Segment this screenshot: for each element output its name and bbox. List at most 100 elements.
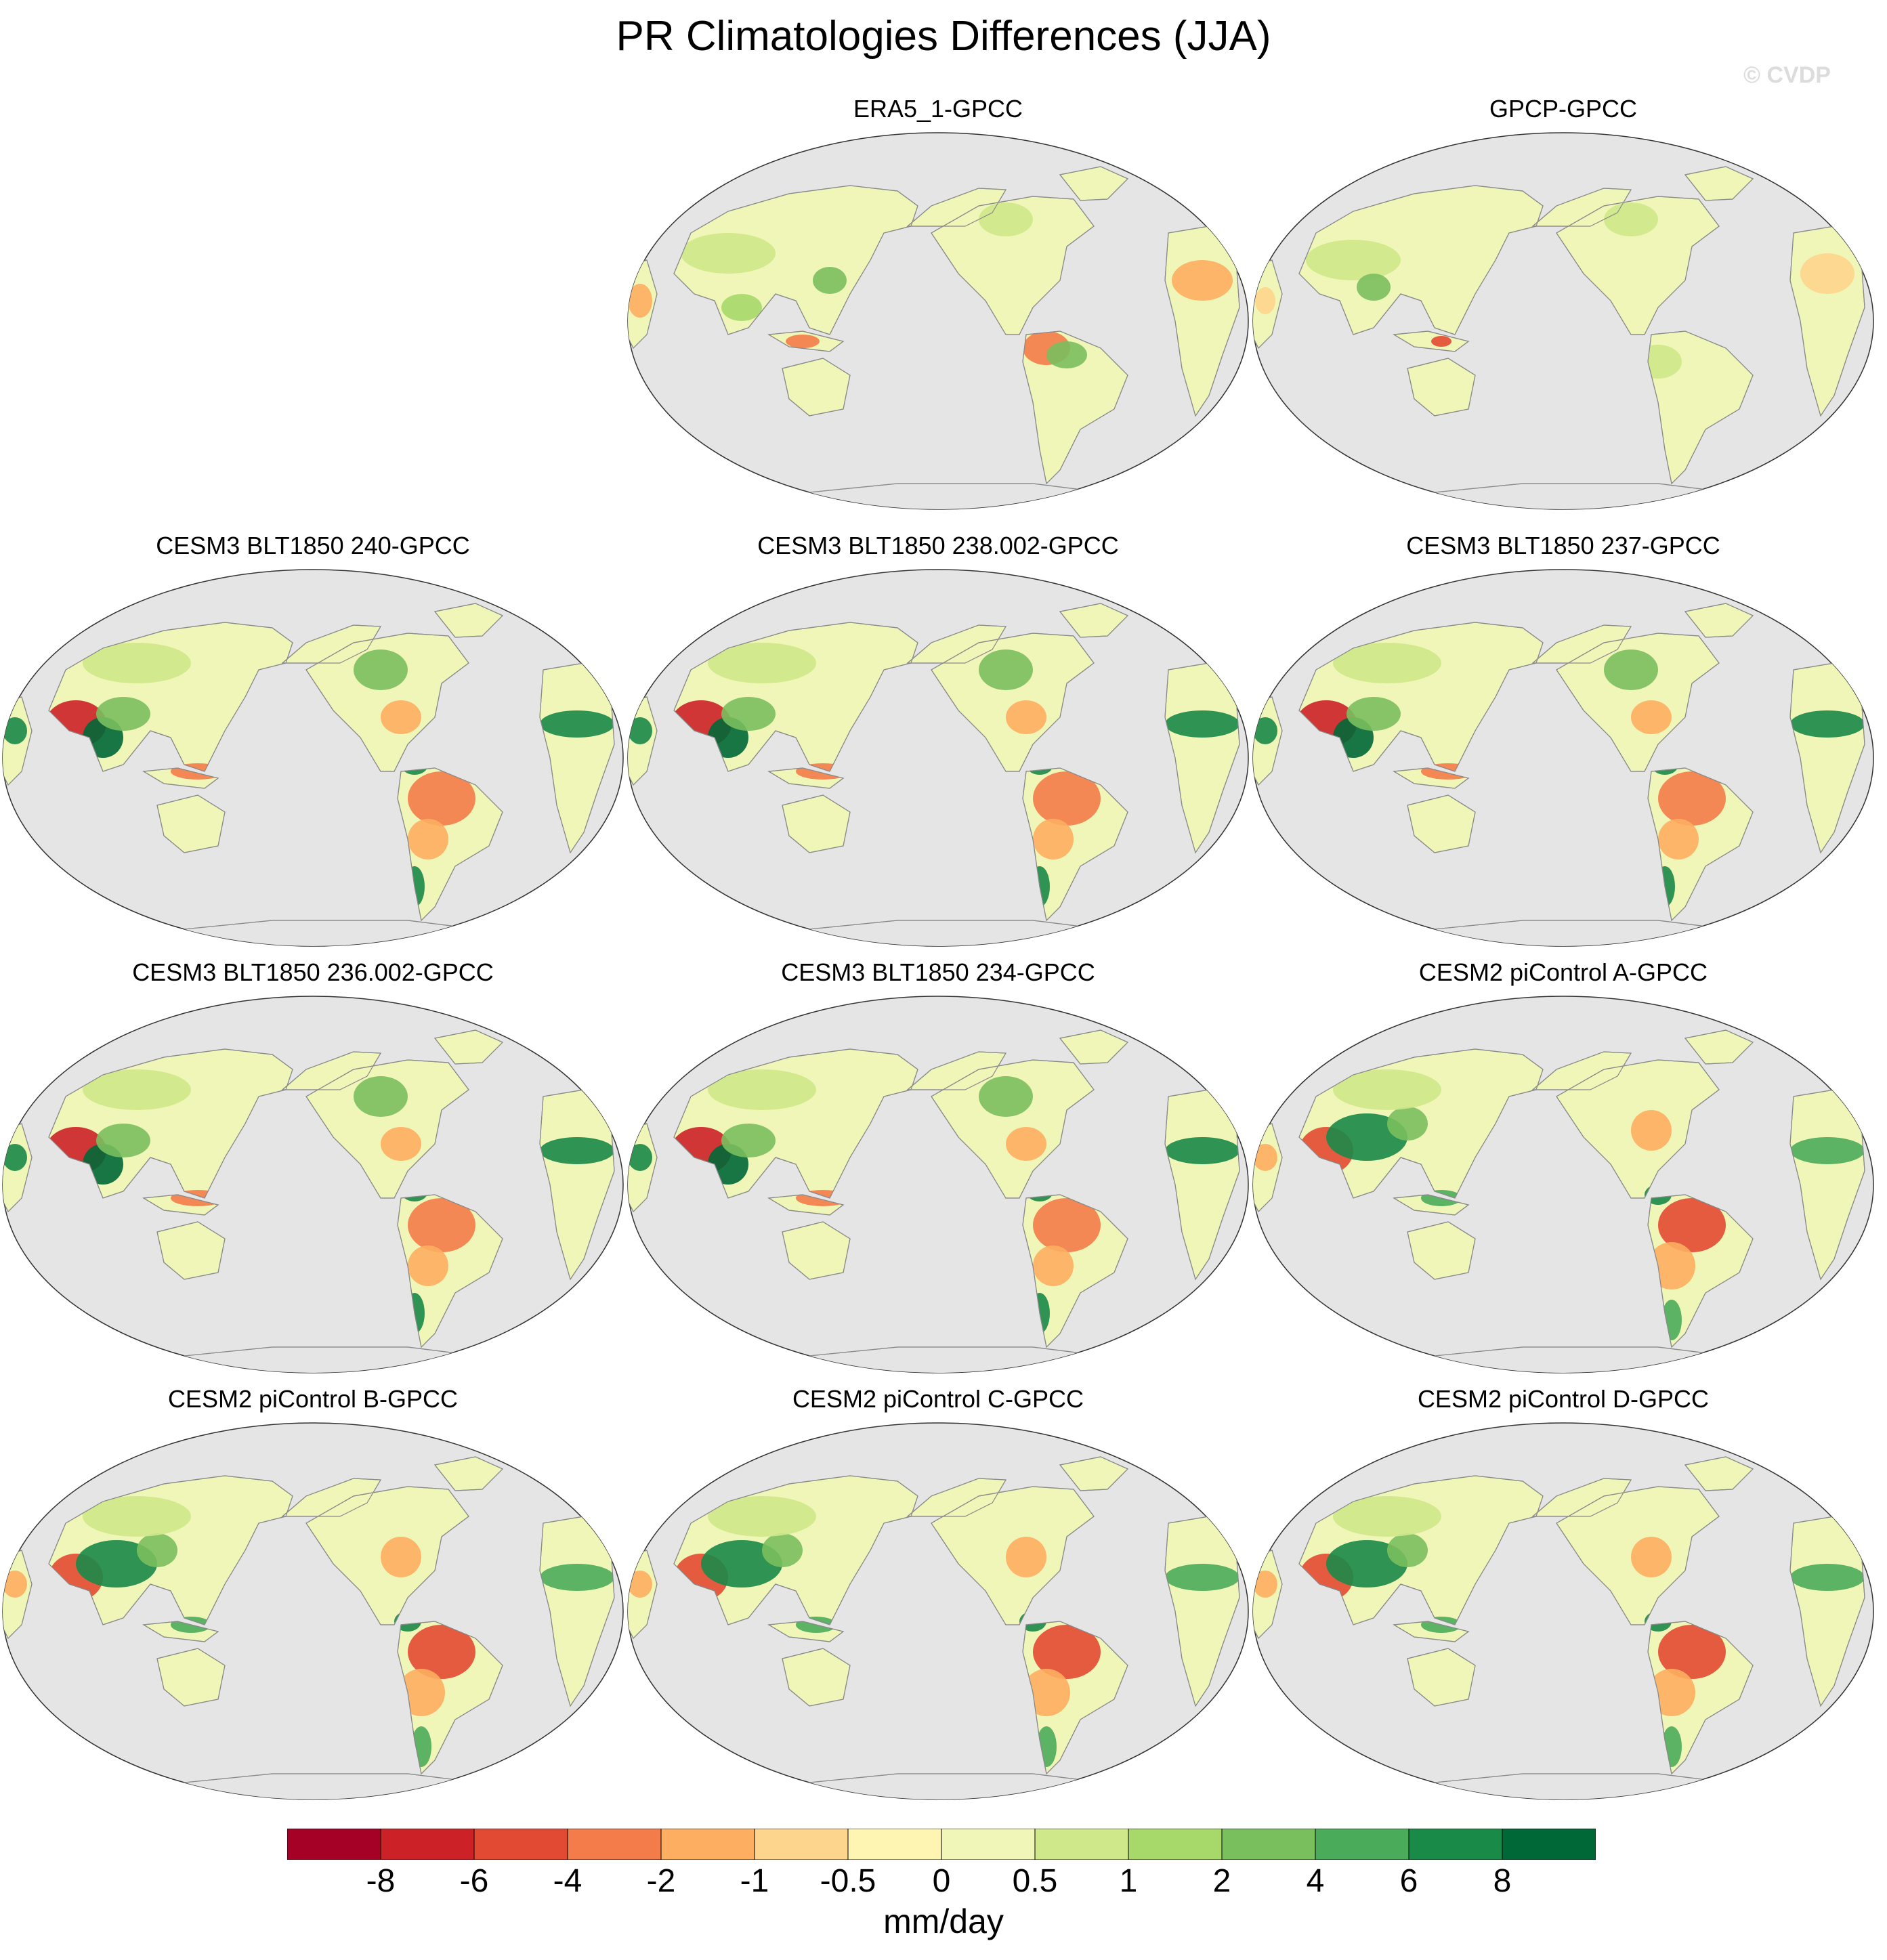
precip-anomaly-patch (1658, 1625, 1726, 1679)
precip-anomaly-patch (1306, 240, 1401, 280)
precip-anomaly-patch (1253, 1144, 1277, 1171)
coastline (397, 767, 503, 922)
coastline (1059, 166, 1129, 201)
precip-anomaly-patch (540, 1137, 614, 1164)
precip-anomaly-patch (1165, 710, 1239, 738)
colorbar-tick-label: -2 (646, 1863, 676, 1899)
figure-title: PR Climatologies Differences (JJA) (616, 13, 1271, 60)
panel-title: CESM3 BLT1850 236.002-GPCC (132, 958, 494, 986)
coastline (433, 1029, 504, 1065)
coastline (906, 1478, 1007, 1517)
precip-anomaly-patch (83, 1069, 191, 1110)
precip-anomaly-patch (628, 1571, 652, 1598)
map-panel: CESM2 piControl C-GPCC (627, 1385, 1250, 1800)
coastline (931, 1486, 1095, 1625)
precip-anomaly-patch (628, 1144, 652, 1171)
ocean-background (1252, 132, 1874, 510)
colorbar-swatch (1408, 1829, 1503, 1860)
coastline (1684, 1456, 1754, 1491)
coastline (1556, 1059, 1720, 1199)
colorbar-swatch (847, 1829, 942, 1860)
map-panel: CESM3 BLT1850 237-GPCC (1252, 532, 1875, 947)
coastline (673, 1475, 918, 1625)
map-panel: CESM2 piControl A-GPCC (1252, 958, 1875, 1373)
world-map (1252, 1422, 1874, 1800)
coastline (1556, 1486, 1720, 1625)
coastline (156, 1648, 226, 1707)
colorbar-swatch (287, 1829, 381, 1860)
coastline (281, 1478, 382, 1517)
precip-anomaly-patch (1387, 1533, 1428, 1567)
coastline (1647, 1194, 1754, 1348)
precip-anomaly-patch (1333, 1069, 1441, 1110)
map-panel: CESM3 BLT1850 236.002-GPCC (1, 958, 624, 1373)
world-map (2, 569, 624, 947)
colorbar-swatch (473, 1829, 568, 1860)
precip-anomaly-patch (354, 1076, 408, 1117)
precip-anomaly-patch (1006, 700, 1046, 734)
panel-title: CESM3 BLT1850 240-GPCC (156, 532, 470, 559)
coastline (1022, 331, 1128, 485)
precip-anomaly-patch (1033, 819, 1074, 859)
precip-anomaly-patch (1006, 1537, 1046, 1577)
precip-anomaly-patch (681, 233, 776, 274)
colorbar-swatch (1502, 1829, 1596, 1860)
world-map (627, 132, 1249, 510)
ocean-background (1252, 569, 1874, 947)
precip-anomaly-patch (354, 649, 408, 690)
precip-anomaly-patch (786, 335, 820, 348)
precip-anomaly-patch (3, 717, 27, 744)
coastline (1298, 622, 1544, 772)
precip-anomaly-patch (1658, 819, 1699, 859)
precip-anomaly-patch (1658, 771, 1726, 826)
ocean-background (627, 132, 1249, 510)
precip-anomaly-patch (1006, 1127, 1046, 1161)
precip-anomaly-patch (776, 216, 857, 250)
colorbar-tick-label: -0.5 (820, 1863, 876, 1899)
colorbar (287, 1829, 1596, 1860)
colorbar-tick-label: 4 (1306, 1863, 1325, 1899)
colorbar-tick-label: -1 (740, 1863, 769, 1899)
colorbar-tick-label: 0.5 (1012, 1863, 1058, 1899)
panel-title: CESM2 piControl C-GPCC (792, 1385, 1084, 1413)
colorbar-tick-label: 1 (1119, 1863, 1138, 1899)
coastline (1407, 1221, 1476, 1280)
coastline (1298, 1475, 1544, 1625)
precip-anomaly-patch (721, 294, 762, 321)
coastline (156, 794, 226, 853)
coastline (782, 1221, 851, 1280)
precip-anomaly-patch (1033, 771, 1101, 826)
coastline (1556, 196, 1720, 335)
world-map (627, 569, 1249, 947)
precip-anomaly-patch (1790, 710, 1865, 738)
colorbar-swatch (1128, 1829, 1223, 1860)
coastline (1407, 794, 1476, 853)
world-map (1252, 569, 1874, 947)
panel-title: CESM3 BLT1850 234-GPCC (781, 958, 1095, 986)
panel-title: CESM2 piControl B-GPCC (167, 1385, 459, 1413)
precip-anomaly-patch (979, 1076, 1033, 1117)
ocean-background (2, 1422, 624, 1800)
precip-anomaly-patch (1347, 697, 1401, 731)
precip-anomaly-patch (1631, 700, 1672, 734)
precip-anomaly-patch (83, 643, 191, 683)
precip-anomaly-patch (408, 1245, 448, 1286)
coastline (673, 1048, 918, 1199)
colorbar-tick-label: -4 (553, 1863, 582, 1899)
precip-anomaly-patch (408, 771, 475, 826)
colorbar-tick-label: -6 (459, 1863, 489, 1899)
panel-title: GPCP-GPCC (1489, 95, 1638, 123)
precip-anomaly-patch (708, 643, 816, 683)
coastline (767, 767, 845, 789)
coastline (1253, 1550, 1283, 1640)
colorbar-tick-label: 6 (1399, 1863, 1418, 1899)
coastline (305, 633, 469, 772)
map-panel: CESM2 piControl D-GPCC (1252, 1385, 1875, 1800)
colorbar-swatch (567, 1829, 662, 1860)
precip-anomaly-patch (1431, 336, 1451, 347)
precip-anomaly-patch (3, 1144, 27, 1171)
precip-anomaly-patch (979, 203, 1033, 236)
world-map (2, 996, 624, 1373)
coastline (1407, 358, 1476, 417)
precip-anomaly-patch (1631, 1110, 1672, 1151)
